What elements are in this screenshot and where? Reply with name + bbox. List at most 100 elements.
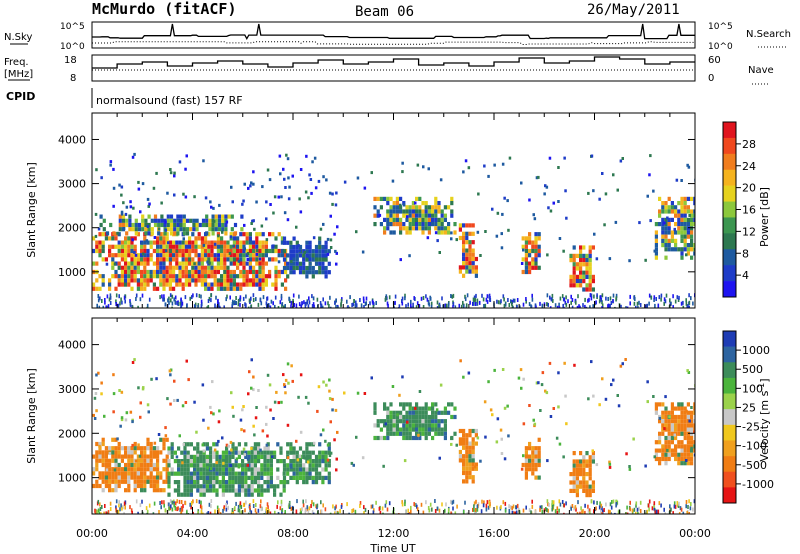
heatmap-cell	[593, 232, 596, 236]
heatmap-cell	[191, 501, 193, 505]
heatmap-cell	[447, 306, 450, 308]
heatmap-cell	[111, 253, 115, 258]
heatmap-cell	[202, 475, 206, 480]
heatmap-cell	[255, 249, 259, 253]
heatmap-cell	[312, 441, 316, 445]
heatmap-cell	[199, 450, 203, 455]
heatmap-cell	[202, 159, 205, 163]
heatmap-cell	[239, 503, 242, 508]
heatmap-cell	[437, 226, 441, 231]
heatmap-cell	[266, 446, 270, 451]
heatmap-cell	[108, 467, 112, 472]
heatmap-cell	[146, 475, 150, 480]
heatmap-cell	[159, 282, 163, 287]
heatmap-cell	[562, 303, 564, 308]
heatmap-cell	[511, 304, 514, 308]
heatmap-cell	[431, 213, 435, 218]
heatmap-cell	[468, 470, 472, 476]
heatmap-cell	[493, 163, 496, 167]
heatmap-cell	[572, 245, 576, 250]
heatmap-cell	[276, 442, 280, 447]
heatmap-cell	[421, 410, 425, 415]
heatmap-cell	[133, 358, 136, 362]
heatmap-cell	[183, 450, 187, 455]
heatmap-cell	[242, 232, 246, 237]
heatmap-cell	[138, 454, 142, 458]
heatmap-cell	[418, 435, 422, 441]
heatmap-cell	[181, 461, 184, 465]
power-ylabel: Slant Range [km]	[25, 162, 38, 258]
heatmap-cell	[398, 393, 401, 397]
heatmap-cell	[500, 246, 504, 250]
heatmap-cell	[458, 441, 462, 446]
heatmap-cell	[165, 282, 169, 287]
heatmap-cell	[491, 413, 494, 417]
heatmap-cell	[401, 500, 403, 505]
heatmap-cell	[355, 303, 358, 308]
heatmap-cell	[274, 244, 278, 249]
heatmap-cell	[537, 381, 540, 385]
heatmap-cell	[295, 244, 299, 250]
heatmap-cell	[200, 269, 204, 275]
heatmap-cell	[468, 454, 472, 459]
heatmap-cell	[257, 442, 261, 447]
heatmap-cell	[595, 300, 597, 305]
heatmap-cell	[685, 301, 688, 306]
heatmap-cell	[503, 457, 507, 461]
heatmap-cell	[136, 454, 140, 459]
heatmap-cell	[92, 413, 95, 417]
heatmap-cell	[191, 265, 195, 270]
heatmap-cell	[415, 423, 419, 428]
heatmap-cell	[629, 500, 631, 505]
heatmap-cell	[471, 223, 475, 228]
heatmap-cell	[229, 253, 233, 258]
heatmap-cell	[153, 214, 158, 219]
heatmap-cell	[418, 222, 422, 227]
heatmap-cell	[183, 463, 187, 468]
heatmap-cell	[98, 444, 101, 448]
heatmap-cell	[225, 480, 229, 485]
heatmap-cell	[677, 247, 681, 252]
heatmap-cell	[140, 253, 144, 258]
heatmap-cell	[468, 223, 472, 228]
heatmap-cell	[108, 236, 112, 241]
heatmap-cell	[123, 512, 125, 514]
heatmap-cell	[216, 505, 219, 510]
heatmap-cell	[170, 450, 174, 455]
power-data-layer	[92, 152, 695, 308]
heatmap-cell	[244, 306, 247, 308]
heatmap-cell	[414, 406, 417, 410]
heatmap-cell	[496, 211, 500, 215]
heatmap-cell	[274, 269, 278, 275]
heatmap-cell	[530, 510, 532, 514]
heatmap-cell	[157, 231, 161, 236]
heatmap-cell	[528, 248, 532, 254]
heatmap-cell	[667, 196, 671, 201]
heatmap-cell	[528, 508, 531, 513]
heatmap-cell	[458, 269, 462, 274]
heatmap-cell	[177, 471, 181, 476]
heatmap-cell	[106, 511, 109, 514]
heatmap-cell	[443, 205, 447, 210]
heatmap-cell	[670, 234, 674, 239]
heatmap-cell	[252, 240, 256, 245]
heatmap-cell	[152, 261, 156, 266]
heatmap-cell	[402, 423, 406, 428]
heatmap-cell	[585, 306, 588, 308]
heatmap-cell	[249, 299, 251, 304]
heatmap-cell	[162, 248, 166, 254]
heatmap-cell	[298, 294, 300, 299]
heatmap-cell	[257, 389, 260, 392]
heatmap-cell	[124, 257, 128, 262]
heatmap-cell	[308, 463, 312, 468]
heatmap-cell	[307, 196, 310, 200]
heatmap-cell	[591, 449, 594, 453]
heatmap-cell	[462, 458, 466, 463]
heatmap-cell	[274, 257, 278, 262]
heatmap-cell	[569, 283, 573, 288]
heatmap-cell	[421, 423, 425, 428]
heatmap-cell	[286, 274, 290, 279]
heatmap-cell	[210, 244, 214, 249]
heatmap-cell	[607, 297, 609, 301]
heatmap-cell	[156, 467, 160, 472]
